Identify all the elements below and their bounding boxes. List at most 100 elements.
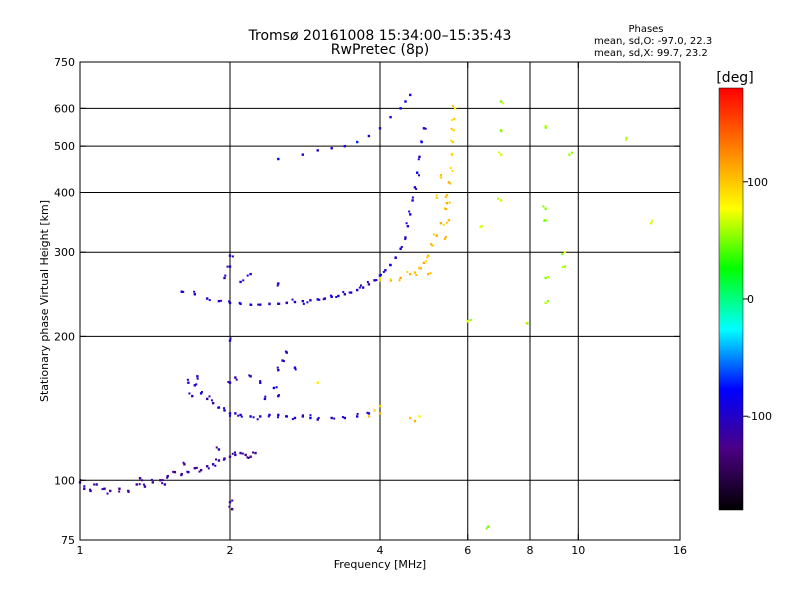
echo-point [166, 476, 169, 479]
echo-point [215, 446, 218, 449]
echo-point [244, 453, 247, 457]
echo-point [231, 499, 234, 502]
echo-point [425, 260, 428, 263]
y-axis-label: Stationary phase Virtual Height [km] [38, 200, 51, 402]
echo-point [277, 282, 280, 285]
echo-point [544, 207, 547, 210]
echo-point [502, 102, 505, 105]
echo-point [404, 236, 407, 239]
echo-point [226, 265, 229, 268]
echo-point [301, 299, 305, 303]
echo-point [420, 140, 423, 143]
echo-point [89, 489, 92, 493]
echo-point [183, 463, 186, 466]
echo-point [485, 527, 488, 530]
echo-point [281, 359, 284, 362]
echo-point [342, 290, 345, 293]
echo-point [651, 219, 654, 222]
echo-point [498, 151, 501, 154]
echo-point [625, 138, 628, 141]
echo-point [291, 298, 294, 301]
echo-point [526, 322, 529, 325]
echo-point [301, 153, 305, 156]
echo-point [435, 196, 438, 199]
echo-point [382, 270, 385, 273]
echo-point [193, 293, 197, 296]
echo-point [293, 366, 297, 369]
x-tick-label: 10 [571, 544, 585, 557]
echo-point [500, 130, 503, 133]
echo-point [182, 461, 185, 464]
echo-point [228, 500, 232, 504]
echo-point [228, 455, 232, 458]
echo-point [239, 280, 242, 284]
echo-point [400, 245, 403, 248]
echo-point [282, 360, 285, 363]
echo-point [378, 276, 381, 279]
echo-point [466, 320, 469, 323]
echo-point [316, 418, 319, 421]
echo-point [417, 158, 420, 161]
echo-point [196, 377, 199, 380]
echo-point [228, 254, 232, 257]
echo-point [227, 381, 230, 384]
echo-point [223, 276, 226, 280]
echo-point [228, 412, 232, 415]
echo-point [284, 415, 287, 418]
echo-point [242, 279, 245, 282]
echo-point [195, 383, 198, 386]
echo-point [444, 195, 447, 198]
echo-point [223, 409, 226, 412]
echo-point [182, 290, 185, 293]
echo-point [309, 416, 312, 420]
echo-point [447, 219, 451, 222]
echo-point [399, 276, 402, 280]
echo-point [83, 485, 86, 488]
echo-point [487, 525, 490, 528]
echo-point [172, 470, 175, 473]
echo-point [207, 467, 210, 470]
echo-point [411, 196, 414, 199]
echo-point [625, 136, 628, 140]
echo-point [389, 278, 392, 281]
echo-point [453, 107, 457, 110]
echo-point [217, 299, 221, 303]
echo-point [151, 481, 155, 484]
echo-point [217, 459, 221, 462]
echo-point [127, 489, 130, 493]
echo-point [268, 303, 271, 306]
echo-point [267, 415, 270, 418]
echo-point [449, 166, 453, 170]
echo-point [285, 351, 288, 354]
echo-point [349, 291, 353, 294]
echo-point [301, 415, 305, 418]
y-axis-ticks: 75 100 200 300 400 500 600 750 [54, 56, 680, 547]
echo-point [411, 199, 414, 202]
echo-point [277, 413, 280, 417]
echo-point [138, 483, 141, 486]
echo-point [413, 271, 417, 274]
echo-point [259, 415, 262, 418]
echo-point [366, 411, 369, 414]
echo-point [272, 386, 276, 390]
echo-point [435, 234, 438, 237]
echo-point [233, 451, 236, 454]
echo-point [415, 171, 419, 174]
echo-point [254, 451, 257, 455]
echo-point [452, 128, 455, 132]
echo-point [561, 266, 564, 269]
y-tick-label: 750 [54, 56, 75, 69]
echo-point [343, 293, 347, 296]
echo-point [205, 397, 209, 401]
echo-point [427, 254, 430, 257]
echo-point [293, 300, 297, 304]
echo-point [427, 272, 430, 276]
echo-point [445, 193, 449, 197]
echo-point [264, 395, 267, 398]
echo-point [398, 279, 401, 282]
echo-point [568, 153, 571, 156]
echo-point [405, 222, 408, 225]
echo-point [449, 182, 452, 185]
echo-point [375, 279, 378, 282]
